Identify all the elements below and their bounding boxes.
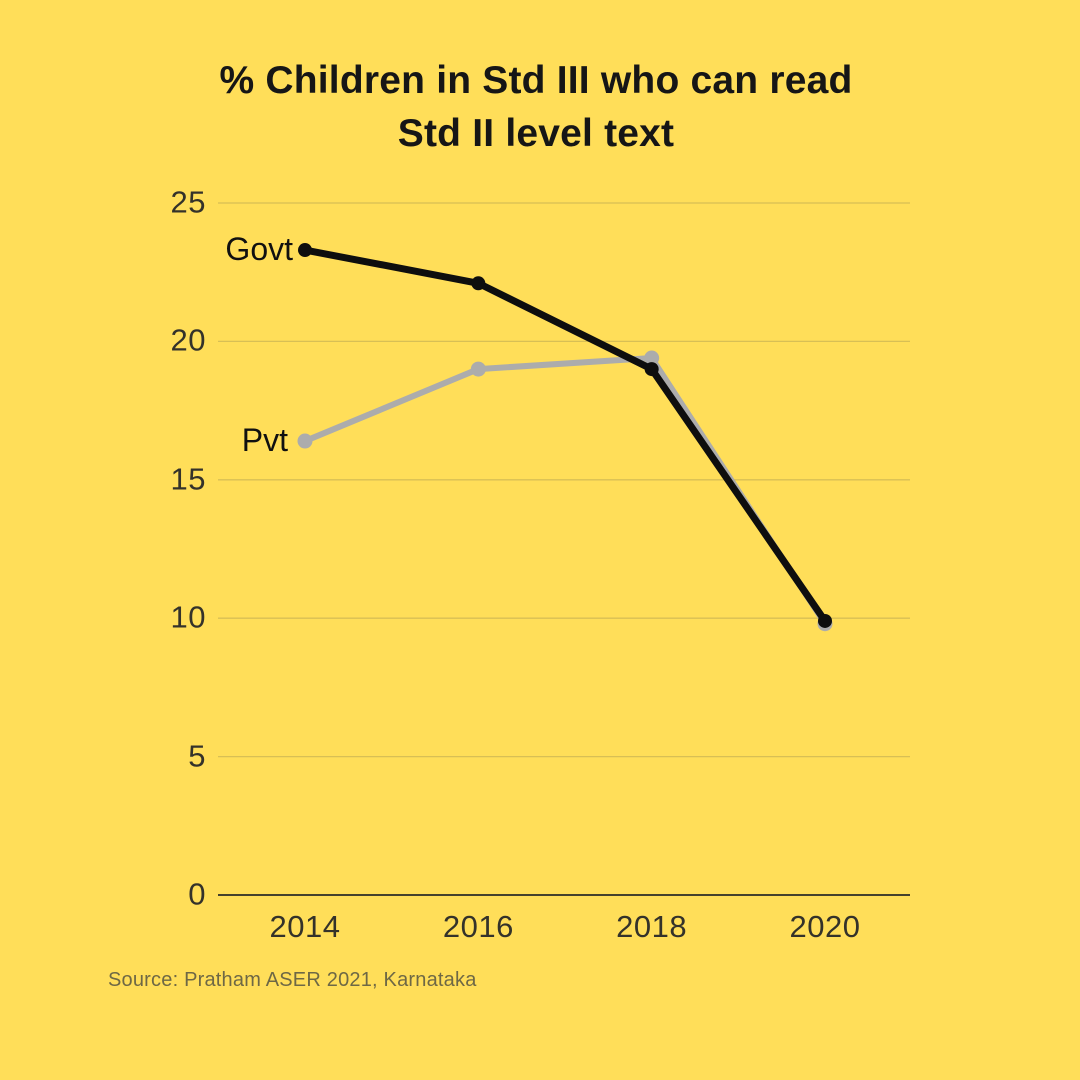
y-tick-label-15: 15: [170, 461, 206, 497]
data-point-pvt-2018: [644, 350, 660, 366]
y-tick-label-0: 0: [188, 876, 206, 912]
chart-title: % Children in Std III who can read Std I…: [0, 54, 1072, 160]
data-point-govt-2018: [644, 362, 659, 377]
data-point-pvt-2014: [297, 433, 313, 449]
x-tick-label-2020: 2020: [789, 909, 861, 944]
x-tick-label-2018: 2018: [616, 909, 688, 944]
series-line-govt: [301, 246, 829, 625]
data-point-pvt-2016: [470, 361, 486, 377]
x-tick-label-2014: 2014: [269, 909, 341, 944]
y-tick-label-20: 20: [170, 322, 206, 358]
x-tick-label-2016: 2016: [442, 909, 514, 944]
y-tick-label-25: 25: [170, 184, 206, 220]
y-tick-label-5: 5: [188, 737, 206, 773]
series-label-pvt: Pvt: [241, 421, 288, 458]
chart-title-line2: Std II level text: [397, 112, 675, 155]
data-point-govt-2016: [471, 276, 486, 291]
data-point-govt-2014: [298, 243, 312, 258]
chart-title-line1: % Children in Std III who can read: [219, 59, 853, 102]
data-point-govt-2020: [818, 613, 832, 628]
source-note: Source: Pratham ASER 2021, Karnataka: [108, 969, 477, 991]
y-tick-label-10: 10: [170, 599, 206, 635]
series-label-govt: Govt: [225, 230, 293, 267]
series-line-pvt: [302, 355, 828, 627]
